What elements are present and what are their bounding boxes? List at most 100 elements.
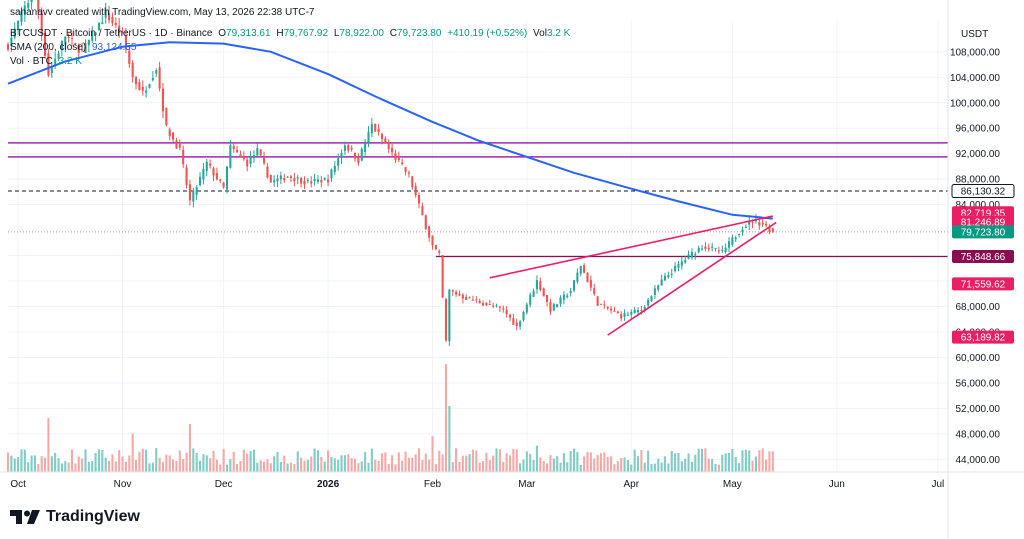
candle-body xyxy=(64,36,67,45)
symbol-text[interactable]: BTCUSDT · Bitcoin / TetherUS · 1D · Bina… xyxy=(10,28,213,39)
sma-legend[interactable]: SMA (200, close) 93,124.55 xyxy=(10,42,139,53)
volume-bar xyxy=(519,463,522,472)
volume-bar xyxy=(542,461,545,472)
candle-body xyxy=(91,31,94,41)
volume-bar xyxy=(273,456,276,472)
candle-body xyxy=(229,145,232,168)
volume-bar xyxy=(111,454,114,472)
y-tick-label: 48,000.00 xyxy=(956,429,1001,440)
volume-bar xyxy=(97,449,101,472)
volume-bar xyxy=(104,457,107,472)
volume-bar xyxy=(23,449,26,472)
volume-bar xyxy=(539,457,542,472)
candle-body xyxy=(721,249,724,251)
volume-label: Vol xyxy=(533,28,547,39)
candle-body xyxy=(417,195,421,204)
tradingview-logo: TradingView xyxy=(10,508,140,526)
candle-body xyxy=(556,304,559,307)
volume-bar xyxy=(185,452,188,472)
y-tick-label: 84,000.00 xyxy=(956,200,1001,211)
price-tag: 63,189.82 xyxy=(952,330,1014,344)
volume-bar xyxy=(603,452,606,472)
currency-label[interactable]: USDT xyxy=(961,29,989,40)
y-tick-label: 88,000.00 xyxy=(956,175,1001,186)
candle-body xyxy=(293,178,296,182)
candle-body xyxy=(451,290,454,292)
volume-bar xyxy=(306,459,309,472)
price-tag-box xyxy=(952,330,1014,344)
volume-bar xyxy=(222,448,225,472)
volume-bar xyxy=(195,452,198,472)
candle-body xyxy=(114,23,117,25)
volume-bar xyxy=(172,459,175,472)
candle-body xyxy=(421,206,424,216)
volume-bar xyxy=(33,455,36,472)
volume-bar xyxy=(316,450,320,472)
volume-bar xyxy=(768,451,771,472)
candle-body xyxy=(647,299,650,306)
volume-bar xyxy=(188,424,191,472)
volume-bar xyxy=(158,457,161,472)
candle-body xyxy=(94,32,97,36)
volume-bar xyxy=(283,455,286,472)
volume-bar xyxy=(721,454,724,472)
candle-body xyxy=(751,222,754,224)
candle-body xyxy=(438,250,441,253)
candle-body xyxy=(667,274,670,278)
volume-bar xyxy=(684,458,687,472)
time-axis[interactable]: Oct Nov Dec 2026 Feb Mar Apr May Jun Jul xyxy=(0,471,1024,490)
volume-bar xyxy=(121,456,124,472)
volume-bar xyxy=(748,450,751,472)
volume-bar xyxy=(77,456,80,472)
volume-bar xyxy=(343,455,346,472)
candle-body xyxy=(97,22,101,31)
candle-body xyxy=(768,226,771,233)
price-tag-label: 79,723.80 xyxy=(961,227,1006,238)
volume-bar xyxy=(202,454,205,472)
volume-bar xyxy=(364,452,367,472)
candlesticks xyxy=(6,0,774,346)
volume-bar xyxy=(589,452,592,472)
candle-body xyxy=(232,146,235,149)
candle-body xyxy=(101,22,104,25)
candle-body xyxy=(23,5,26,15)
volume-bar xyxy=(407,457,410,472)
open-value: 79,313.61 xyxy=(226,28,271,39)
candle-body xyxy=(572,280,576,291)
volume-legend[interactable]: Vol · BTC 3.2 K xyxy=(10,56,85,67)
price-tag-label: 82,719.35 xyxy=(961,208,1006,219)
volume-bar xyxy=(640,450,643,472)
volume-bar xyxy=(209,458,212,472)
candle-body xyxy=(546,295,549,302)
volume-bar xyxy=(108,460,111,472)
volume-bar xyxy=(636,456,640,472)
price-axis[interactable]: 44,000.00 48,000.00 52,000.00 56,000.00 60,0… xyxy=(947,0,1001,539)
x-tick-label: Oct xyxy=(10,479,26,490)
price-tag: 79,723.80 xyxy=(952,225,1014,239)
volume-bar xyxy=(596,455,599,472)
candle-body xyxy=(195,187,198,195)
volume-bar xyxy=(148,463,151,472)
volume-bar xyxy=(276,451,279,472)
volume-bar xyxy=(711,459,714,472)
candle-body xyxy=(461,294,464,299)
candle-body xyxy=(263,157,266,164)
candle-body xyxy=(340,152,343,158)
close-value: 79,723.80 xyxy=(396,28,442,39)
candle-body xyxy=(576,272,579,282)
candle-body xyxy=(448,289,451,342)
volume-bar xyxy=(468,454,471,472)
volume-bar xyxy=(17,456,20,472)
volume-bar xyxy=(549,455,552,472)
candle-body xyxy=(370,124,373,134)
candle-body xyxy=(27,3,30,8)
candle-body xyxy=(320,179,323,183)
volume-bar xyxy=(374,459,377,472)
volume-bar xyxy=(579,464,582,472)
volume-bar xyxy=(64,461,67,472)
volume-bar xyxy=(249,450,252,472)
volume-bar xyxy=(690,461,693,472)
candle-body xyxy=(239,154,242,157)
